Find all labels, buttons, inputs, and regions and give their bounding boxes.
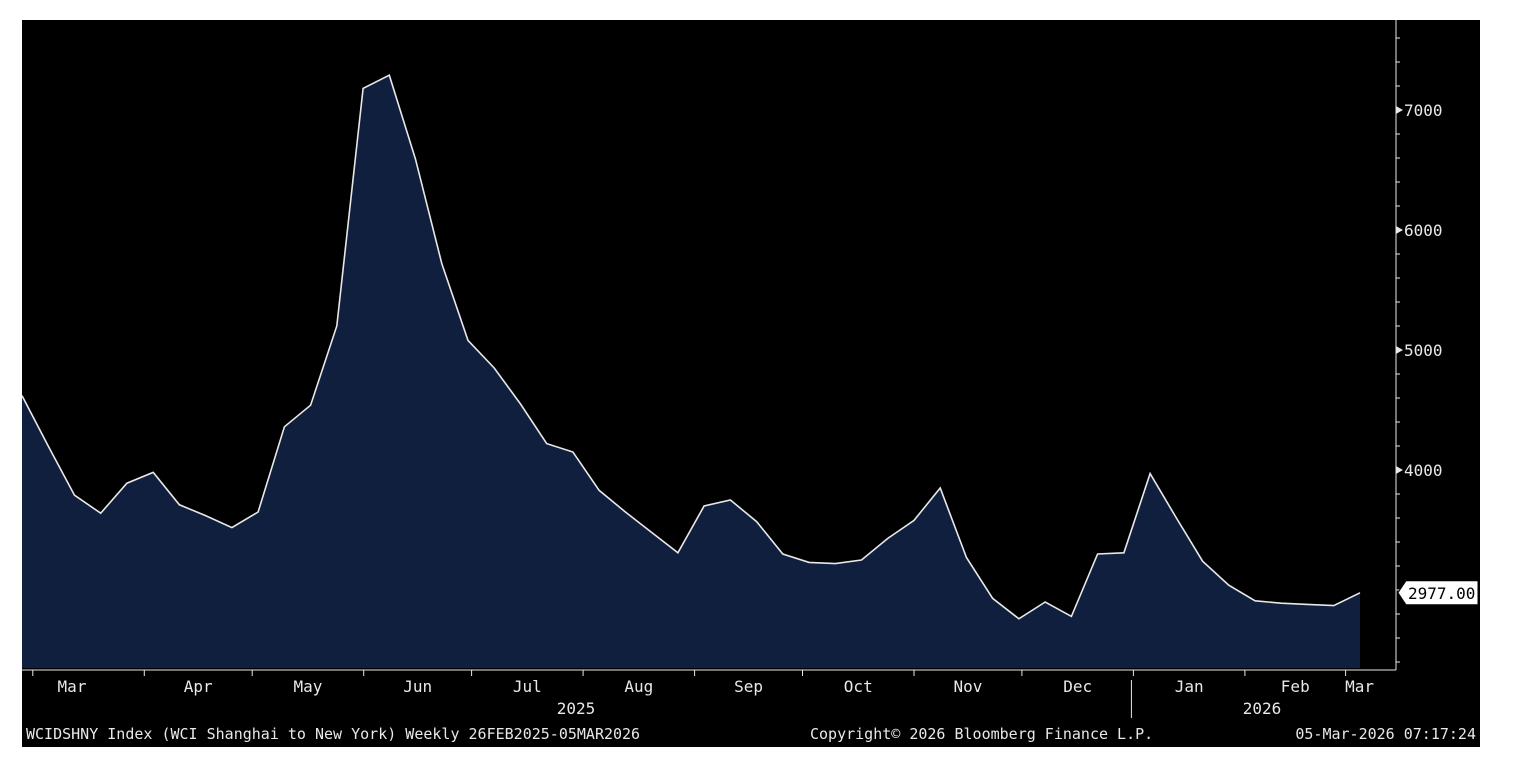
- y-tick-label: 4000: [1404, 461, 1443, 480]
- footer-index-description: WCIDSHNY Index (WCI Shanghai to New York…: [26, 725, 641, 743]
- series-line: [22, 74, 1361, 620]
- x-axis: Mar Apr May Jun Jul Aug Sep Oct Nov Dec Jan Feb Mar 2…: [22, 669, 1396, 718]
- x-year-label: 2026: [1243, 699, 1282, 718]
- x-month-label: Feb: [1281, 677, 1310, 696]
- y-tick-label: 5000: [1404, 341, 1443, 360]
- y-major-tick: [1396, 226, 1403, 234]
- x-month-label: Jul: [513, 677, 542, 696]
- y-tick-label: 6000: [1404, 221, 1443, 240]
- x-month-label: Dec: [1063, 677, 1092, 696]
- last-value-badge: [1397, 580, 1479, 606]
- y-tick-label: 7000: [1404, 101, 1443, 120]
- x-month-label: Mar: [58, 677, 87, 696]
- y-major-tick: [1396, 346, 1403, 354]
- x-month-label: Jan: [1175, 677, 1204, 696]
- x-month-label: Oct: [844, 677, 873, 696]
- x-year-label: 2025: [557, 699, 596, 718]
- y-axis: 4000 5000 6000 7000 2977.00: [1395, 20, 1479, 670]
- chart-frame: 4000 5000 6000 7000 2977.00 Mar Apr May Jun Jul A…: [22, 20, 1480, 747]
- y-major-tick: [1396, 466, 1403, 474]
- last-value-label: 2977.00: [1408, 584, 1475, 603]
- y-major-tick: [1396, 106, 1403, 114]
- plot-area: [22, 74, 1361, 668]
- x-month-label: Jun: [403, 677, 432, 696]
- x-month-label: Nov: [953, 677, 982, 696]
- x-month-label: Aug: [624, 677, 653, 696]
- x-month-label: Mar: [1345, 677, 1374, 696]
- series-area: [22, 75, 1360, 668]
- x-month-label: Sep: [734, 677, 763, 696]
- footer-copyright: Copyright© 2026 Bloomberg Finance L.P.: [810, 725, 1154, 743]
- footer-timestamp: 05-Mar-2026 07:17:24: [1295, 725, 1476, 743]
- x-month-label: May: [293, 677, 322, 696]
- x-month-label: Apr: [184, 677, 213, 696]
- chart-svg: 4000 5000 6000 7000 2977.00 Mar Apr May Jun Jul A…: [22, 20, 1479, 718]
